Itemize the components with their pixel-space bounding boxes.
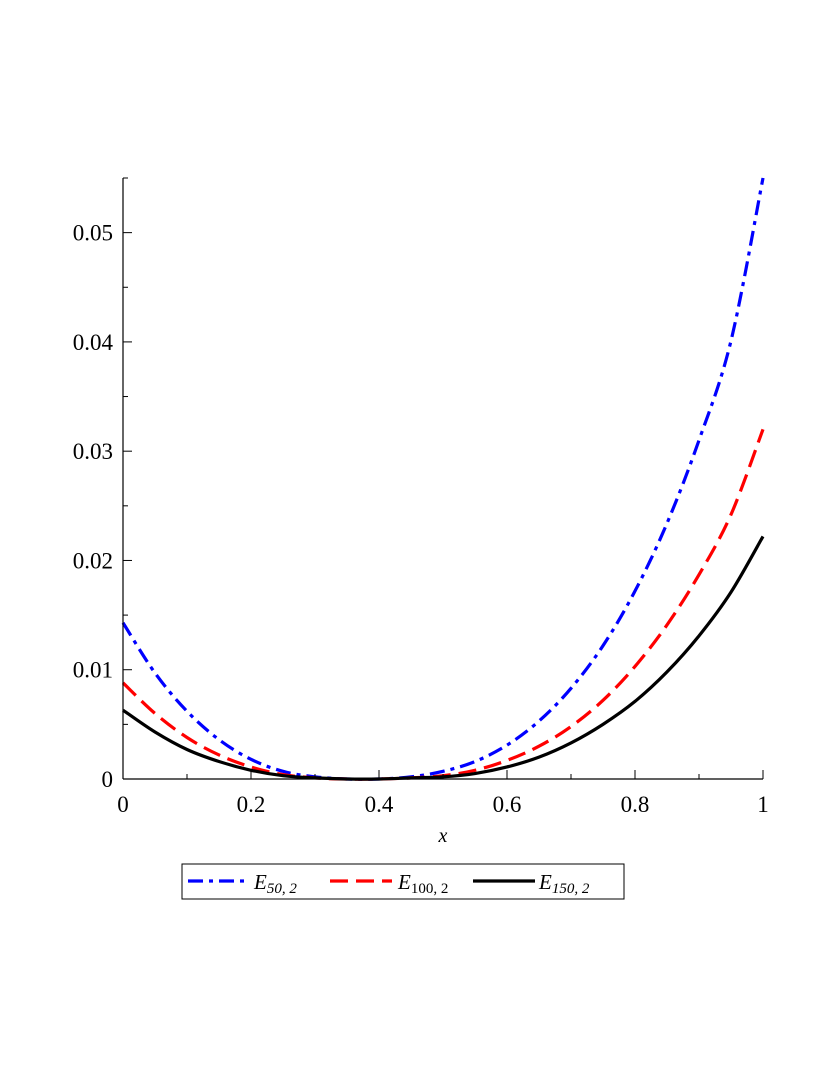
series-line-3 — [122, 535, 765, 781]
y-tick-label: 0.01 — [73, 658, 113, 683]
axes — [122, 178, 763, 780]
series-line-1 — [121, 177, 765, 781]
series-layer — [121, 177, 765, 781]
ticks: 0 0.2 0.4 0.6 0.8 1 0 0.01 0.02 0.03 0.04 0.05 — [73, 177, 769, 817]
series-line-2 — [121, 428, 765, 781]
x-tick-label: 0.6 — [493, 792, 522, 817]
x-tick-label: 0 — [117, 792, 129, 817]
y-tick-label: 0.02 — [73, 548, 113, 573]
legend-box — [181, 863, 625, 900]
y-tick-label: 0.03 — [73, 439, 113, 464]
x-tick-label: 0.2 — [237, 792, 266, 817]
y-tick-label: 0 — [102, 767, 114, 792]
legend-label-2: E100, 2 — [397, 870, 448, 897]
legend-label-1: E50, 2 — [253, 870, 297, 897]
x-tick-label: 0.4 — [365, 792, 394, 817]
x-tick-label: 0.8 — [621, 792, 650, 817]
y-tick-label: 0.05 — [73, 221, 113, 246]
x-axis-title: x — [438, 825, 448, 847]
legend: E50, 2 E100, 2 E150, 2 — [181, 863, 625, 900]
x-tick-label: 1 — [757, 792, 769, 817]
y-tick-label: 0.04 — [73, 330, 114, 355]
legend-label-3: E150, 2 — [538, 870, 590, 897]
